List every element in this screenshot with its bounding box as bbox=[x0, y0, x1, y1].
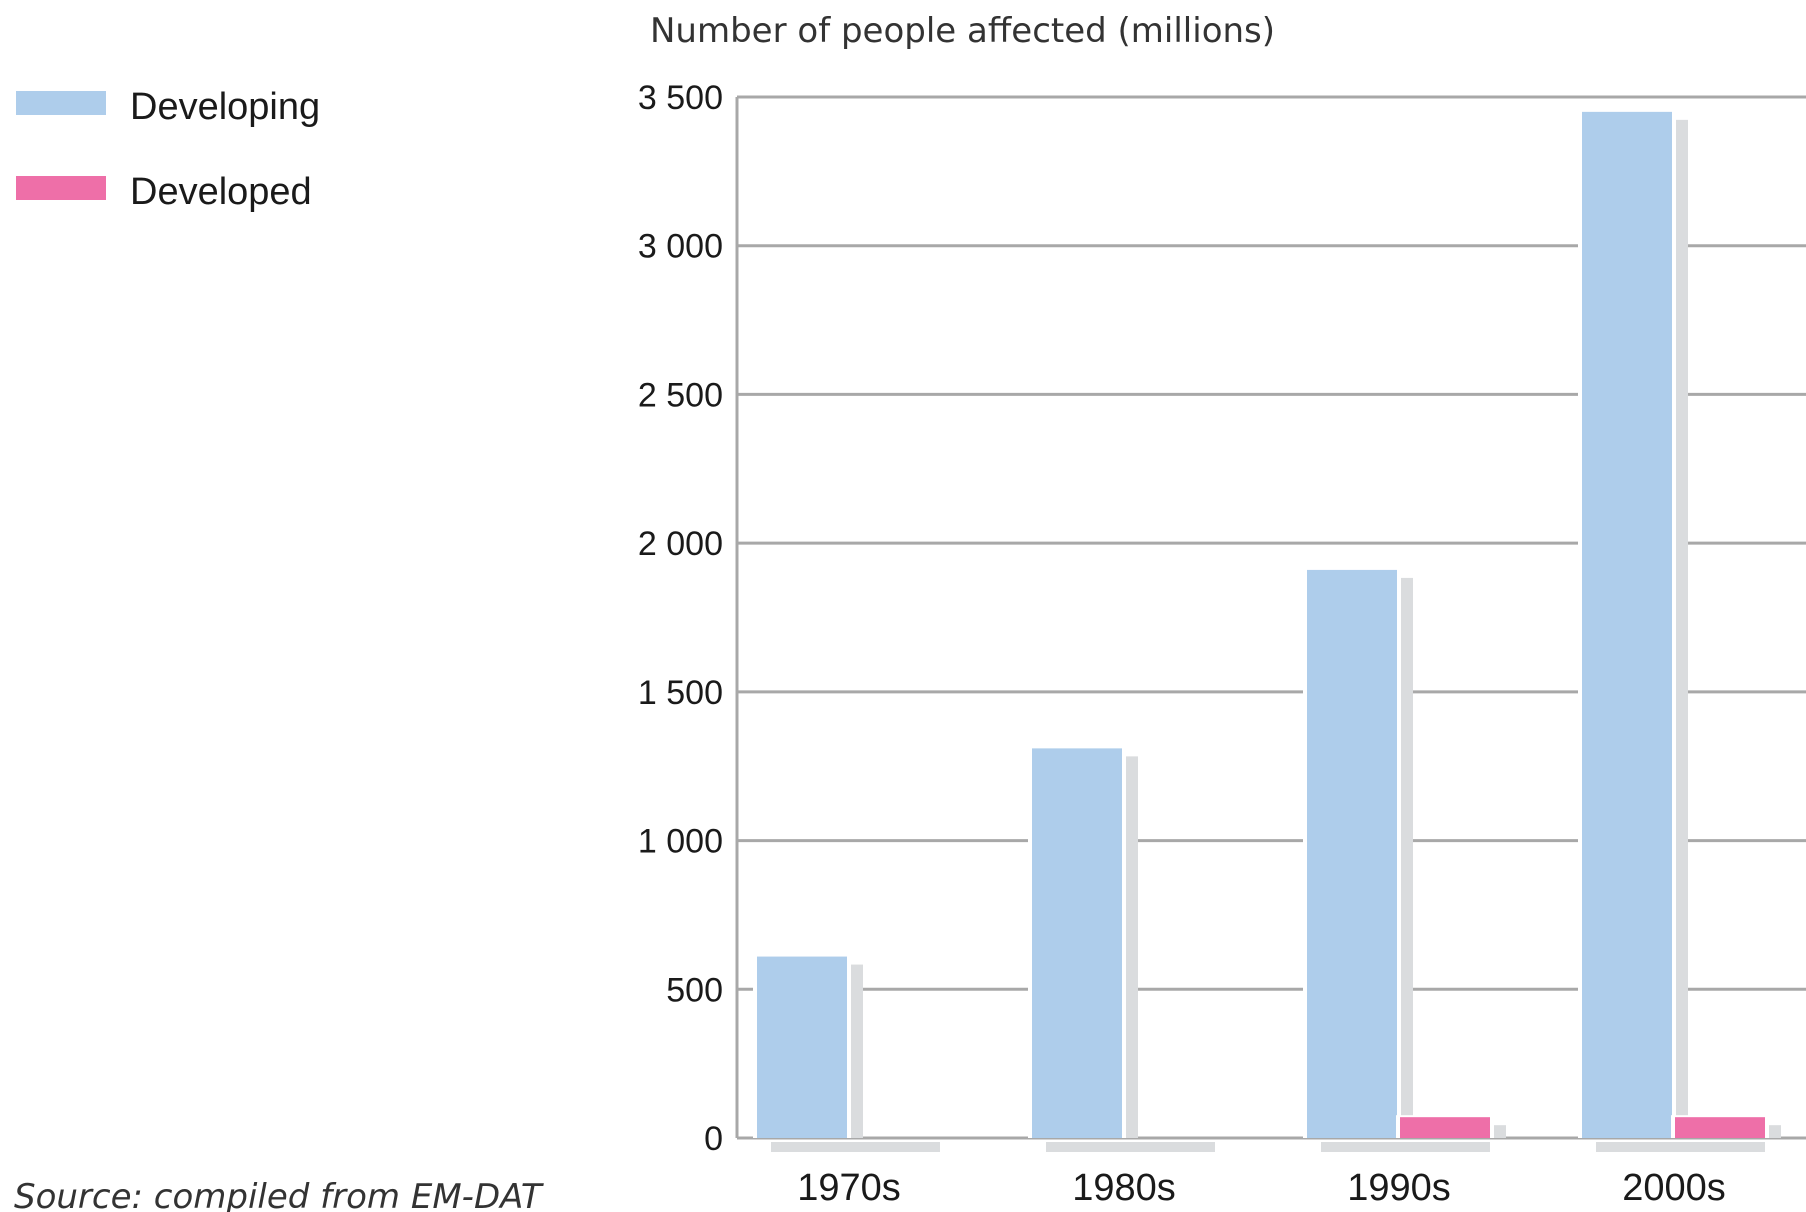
y-tick-label: 500 bbox=[666, 971, 723, 1009]
bar-shadow bbox=[1769, 1125, 1781, 1138]
legend-swatch-developed bbox=[16, 176, 106, 200]
y-axis-ticks: 0 500 1 000 1 500 2 000 2 500 3 000 3 500 bbox=[638, 79, 723, 1158]
bar-developing-1970s bbox=[757, 956, 847, 1138]
group-base-shadow bbox=[771, 1142, 940, 1152]
legend-swatch-developing bbox=[16, 91, 106, 115]
legend-label-developing: Developing bbox=[130, 86, 320, 128]
bars bbox=[753, 109, 1781, 1152]
y-axis-title: Number of people affected (millions) bbox=[650, 11, 1275, 51]
bar-shadow bbox=[851, 964, 863, 1138]
bar-developed-1990s bbox=[1400, 1117, 1490, 1138]
y-tick-label: 1 500 bbox=[638, 674, 723, 712]
group-base-shadow bbox=[1321, 1142, 1490, 1152]
y-tick-label: 2 000 bbox=[638, 525, 723, 563]
group-base-shadow bbox=[1596, 1142, 1765, 1152]
legend-label-developed: Developed bbox=[130, 171, 312, 213]
x-tick-label: 1980s bbox=[1072, 1167, 1176, 1209]
bar-shadow bbox=[1676, 119, 1688, 1138]
bar-shadow bbox=[1126, 756, 1138, 1138]
bar-developing-1990s bbox=[1307, 569, 1397, 1138]
y-tick-label: 2 500 bbox=[638, 376, 723, 414]
bar-developed-2000s bbox=[1675, 1117, 1765, 1138]
bar-developing-1980s bbox=[1032, 748, 1122, 1138]
bar-developing-2000s bbox=[1582, 111, 1672, 1138]
x-tick-label: 2000s bbox=[1622, 1167, 1726, 1209]
y-tick-label: 3 000 bbox=[638, 228, 723, 266]
y-tick-label: 3 500 bbox=[638, 79, 723, 117]
x-axis-ticks: 1970s 1980s 1990s 2000s bbox=[797, 1167, 1726, 1209]
y-tick-label: 1 000 bbox=[638, 823, 723, 861]
bar-shadow bbox=[1494, 1125, 1506, 1138]
x-tick-label: 1970s bbox=[797, 1167, 901, 1209]
group-base-shadow bbox=[1046, 1142, 1215, 1152]
gridlines bbox=[735, 95, 1806, 1140]
x-tick-label: 1990s bbox=[1347, 1167, 1451, 1209]
y-tick-label: 0 bbox=[704, 1120, 723, 1158]
legend: Developing Developed bbox=[16, 86, 320, 213]
source-note: Source: compiled from EM-DAT bbox=[14, 1177, 544, 1212]
bar-shadow bbox=[1401, 577, 1413, 1138]
